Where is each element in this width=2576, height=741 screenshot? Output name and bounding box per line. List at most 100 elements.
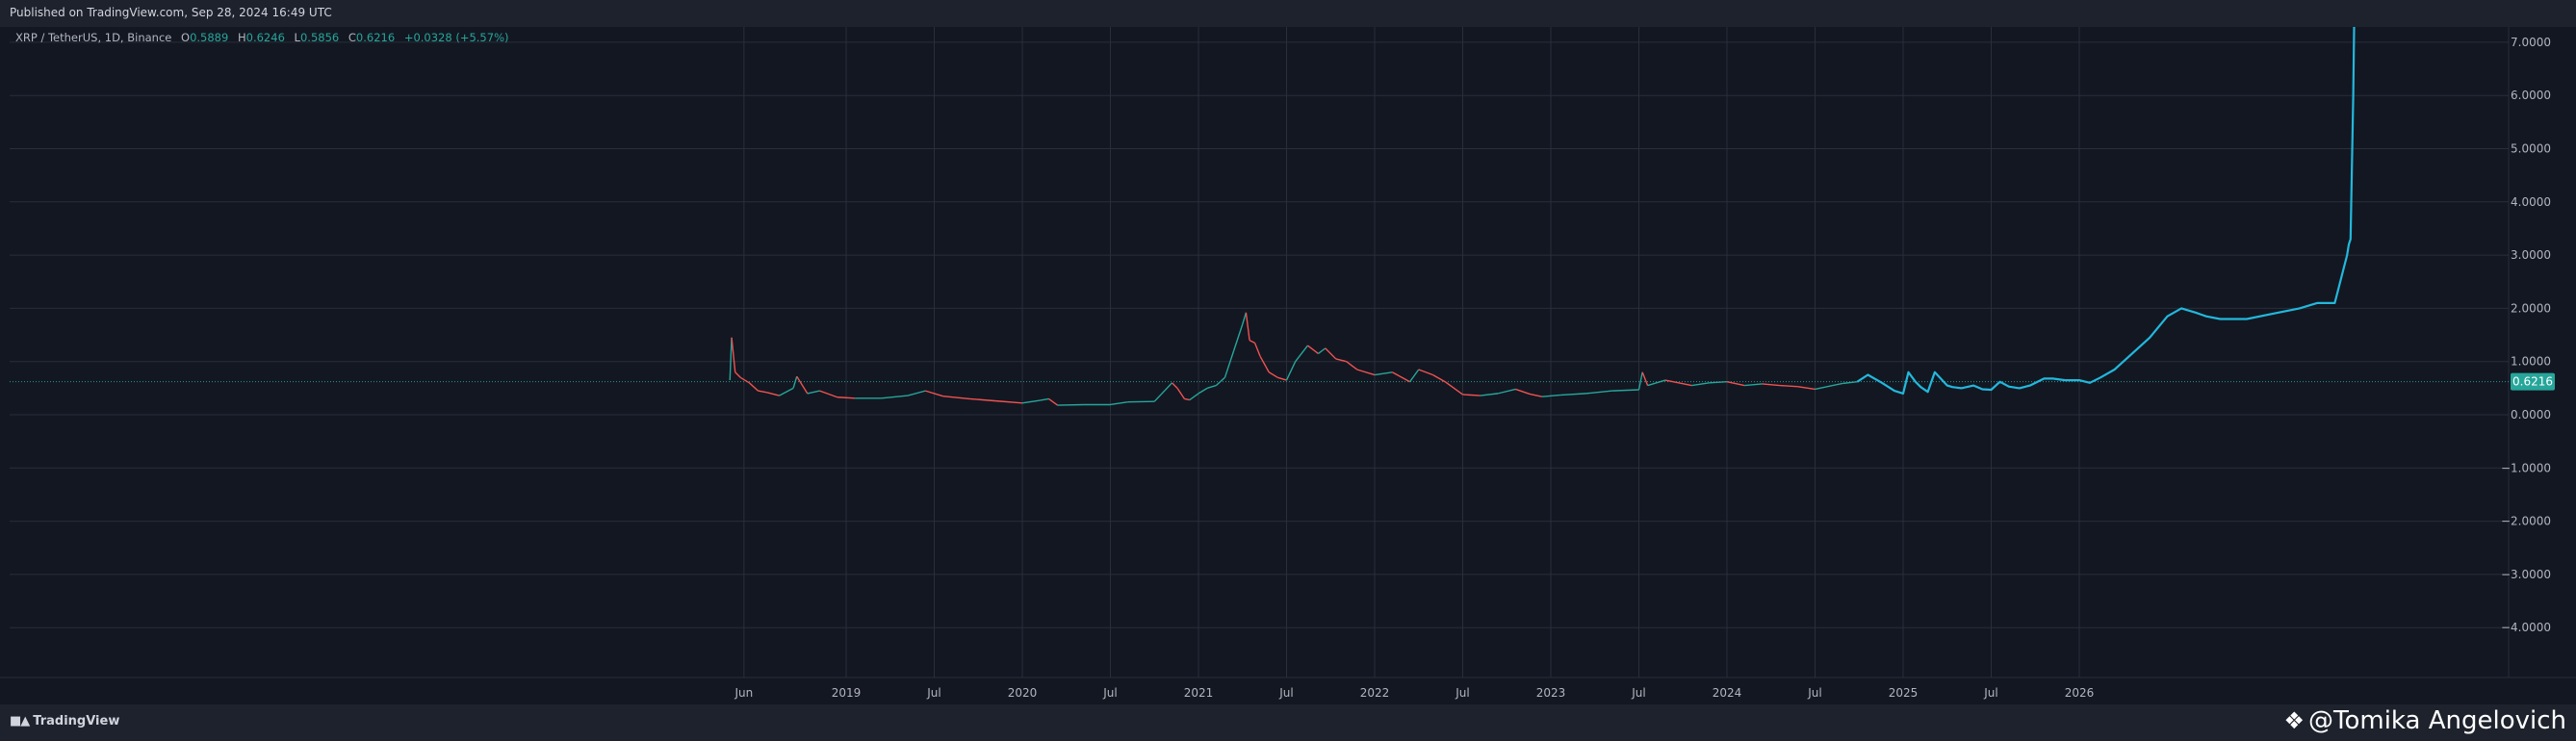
candle-segment xyxy=(731,337,736,372)
candle-segment xyxy=(1391,371,1410,383)
x-tick-label: 2021 xyxy=(1184,686,1214,700)
candle-segment xyxy=(1797,385,1816,391)
watermark-text: @Tomika Angelovich xyxy=(2308,706,2566,735)
y-tick-label: 5.0000 xyxy=(2511,142,2551,156)
price-chart[interactable]: 7.0000 6.0000 5.0000 4.0000 3.0000 2.0000 1.00… xyxy=(0,27,2576,704)
candle-segment xyxy=(1559,393,1586,396)
current-price-badge-label: 0.6216 xyxy=(2512,375,2553,389)
candle-segment xyxy=(729,337,733,381)
y-tick-label: 1.0000 xyxy=(2511,355,2551,369)
candle-segment xyxy=(1647,379,1666,387)
candle-segment xyxy=(837,396,856,399)
legend-low-value: 0.5856 xyxy=(299,31,340,44)
author-watermark: ❖ @Tomika Angelovich xyxy=(2283,706,2566,735)
candle-segment xyxy=(1346,361,1358,370)
candle-segment xyxy=(748,382,759,392)
x-tick-label: Jun xyxy=(734,686,753,700)
candle-segment xyxy=(1040,397,1049,401)
candle-segment xyxy=(1709,381,1728,384)
binance-diamond-icon: ❖ xyxy=(2283,707,2305,734)
candle-segment xyxy=(1418,369,1433,376)
candle-segment xyxy=(1295,345,1309,363)
legend-open-label: O xyxy=(181,31,191,44)
candle-segment xyxy=(1249,339,1255,344)
candle-segment xyxy=(1285,361,1297,381)
legend-open-value: 0.5889 xyxy=(190,31,229,44)
legend-close-value: 0.6216 xyxy=(355,31,396,44)
legend-high-value: 0.6246 xyxy=(245,31,285,44)
tradingview-brand[interactable]: ■▲ TradingView xyxy=(10,714,119,728)
x-tick-label: 2022 xyxy=(1360,686,1390,700)
legend-close-label: C xyxy=(348,31,356,44)
candle-segment xyxy=(1153,382,1173,402)
candle-segment xyxy=(1318,347,1327,354)
candle-segment xyxy=(1277,376,1287,381)
candle-segment xyxy=(942,395,970,400)
candle-segment xyxy=(1356,369,1376,376)
candle-segment xyxy=(1637,371,1643,391)
y-tick-label: 7.0000 xyxy=(2511,36,2551,49)
candle-segment xyxy=(1641,371,1649,386)
chart-area[interactable]: 7.0000 6.0000 5.0000 4.0000 3.0000 2.0000 1.00… xyxy=(0,27,2576,704)
x-tick-label: 2019 xyxy=(832,686,862,700)
candle-segment xyxy=(1232,323,1244,351)
candle-segment xyxy=(1726,381,1745,387)
y-tick-label: −1.0000 xyxy=(2501,461,2551,474)
candle-segment xyxy=(1184,397,1190,401)
candle-segment xyxy=(1206,384,1217,390)
candle-segment xyxy=(1585,390,1613,395)
projection-line xyxy=(1856,27,2356,395)
candle-segment xyxy=(779,387,794,396)
candle-segment xyxy=(1529,393,1542,397)
candle-segment xyxy=(1335,358,1347,363)
candle-segment xyxy=(1815,384,1833,391)
candle-segment xyxy=(1374,371,1393,376)
candle-segment xyxy=(1172,382,1178,389)
current-price-badge xyxy=(2511,372,2555,391)
candle-segment xyxy=(1198,387,1208,395)
candle-segment xyxy=(995,399,1023,404)
candle-segment xyxy=(1541,394,1560,397)
candle-segment xyxy=(1444,381,1463,396)
candle-segment xyxy=(925,390,943,397)
candle-segment xyxy=(1762,383,1780,387)
x-tick-label: 2023 xyxy=(1536,686,1566,700)
candle-segment xyxy=(1259,355,1270,373)
x-tick-label: 2020 xyxy=(1008,686,1038,700)
time-scale-background[interactable] xyxy=(0,677,2576,704)
candle-segment xyxy=(1462,394,1481,396)
x-tick-label: Jul xyxy=(926,686,940,700)
y-tick-label: 0.0000 xyxy=(2511,408,2551,422)
candle-segment xyxy=(819,390,838,398)
chart-legend: XRP / TetherUS, 1D, Binance O0.5889 H0.6… xyxy=(15,31,514,44)
candle-segment xyxy=(1515,388,1531,396)
candle-segment xyxy=(1779,384,1798,388)
candle-segment xyxy=(1691,382,1710,387)
candle-segment xyxy=(1189,393,1199,401)
candle-segment xyxy=(1057,403,1085,406)
candle-segment xyxy=(1224,350,1235,378)
tradingview-logo-icon: ■▲ xyxy=(10,714,30,728)
candle-segment xyxy=(1744,383,1763,387)
x-tick-label: 2024 xyxy=(1713,686,1742,700)
top-bar: Published on TradingView.com, Sep 28, 20… xyxy=(0,0,2576,27)
candle-segment xyxy=(1110,401,1128,406)
candle-segment xyxy=(1245,312,1250,341)
x-tick-label: Jul xyxy=(1102,686,1117,700)
x-tick-label: Jul xyxy=(1807,686,1821,700)
candle-segment xyxy=(758,390,767,394)
legend-symbol[interactable]: XRP / TetherUS, 1D, Binance xyxy=(15,31,172,44)
candle-segment xyxy=(1268,371,1278,378)
candle-segment xyxy=(1048,397,1059,406)
candle-segment xyxy=(1832,382,1843,387)
price-scale-background[interactable] xyxy=(2509,27,2576,677)
candle-segment xyxy=(1325,347,1337,360)
legend-low-label: L xyxy=(294,31,300,44)
y-tick-label: 3.0000 xyxy=(2511,248,2551,262)
x-tick-label: 2025 xyxy=(1889,686,1919,700)
y-tick-label: 2.0000 xyxy=(2511,301,2551,315)
candle-segment xyxy=(1253,343,1261,357)
plot-background[interactable] xyxy=(0,27,2509,677)
y-tick-label: −3.0000 xyxy=(2501,568,2551,581)
candle-segment xyxy=(766,392,780,396)
